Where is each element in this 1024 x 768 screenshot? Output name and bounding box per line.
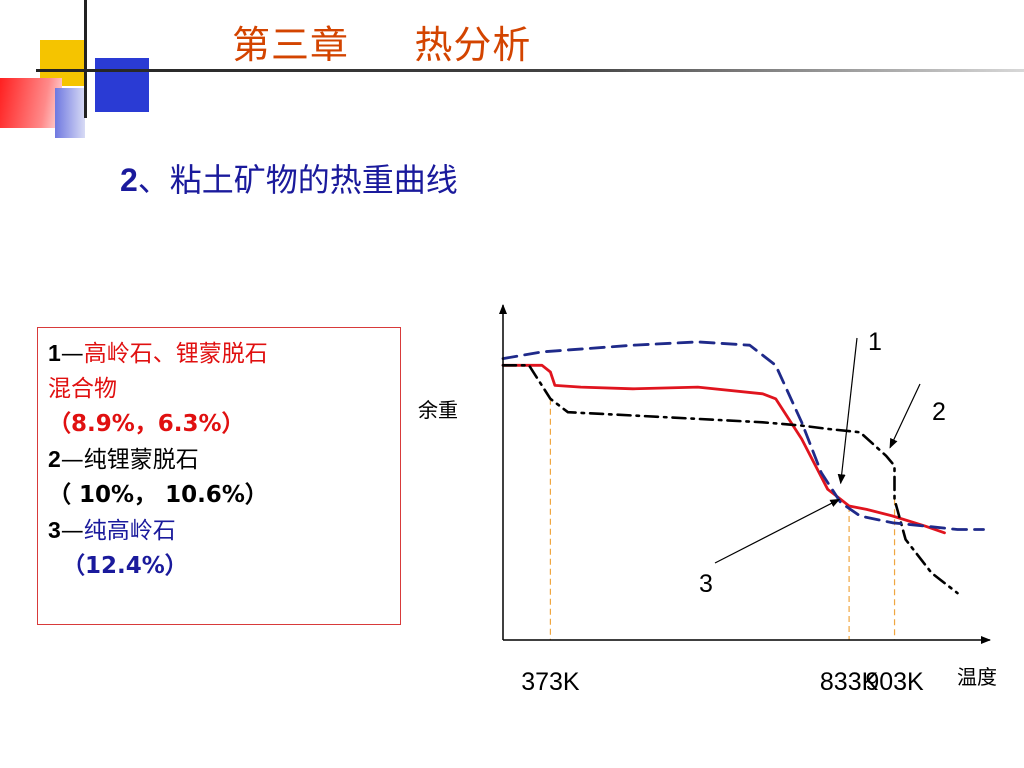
decor-blue-square bbox=[95, 58, 149, 112]
guide-lines bbox=[549, 398, 896, 640]
legend-number: 2 bbox=[48, 446, 61, 472]
legend-name-continued: 混合物 bbox=[48, 376, 117, 402]
legend-item-2: 2—纯锂蒙脱石 bbox=[48, 442, 400, 478]
legend-name: 高岭石、锂蒙脱石 bbox=[83, 341, 268, 367]
slide-title: 第三章 热分析 bbox=[232, 23, 532, 67]
series-2-line bbox=[501, 363, 959, 595]
series-1-line bbox=[501, 363, 946, 535]
legend-item-3: 3—纯高岭石 bbox=[48, 513, 400, 549]
section-title: 、粘土矿物的热重曲线 bbox=[137, 161, 458, 199]
decor-red-square bbox=[0, 78, 62, 128]
legend-values: （12.4%） bbox=[62, 553, 188, 579]
annotation-arrow bbox=[889, 383, 921, 449]
legend-box: 1—高岭石、锂蒙脱石 混合物 （8.9%，6.3%） 2—纯锂蒙脱石 （ 10%… bbox=[37, 327, 401, 625]
axes bbox=[499, 304, 991, 644]
legend-name: 纯高岭石 bbox=[83, 518, 176, 544]
decor-horizontal-line bbox=[36, 69, 1024, 72]
y-axis-label: 余重 bbox=[418, 398, 458, 422]
legend-values: （ 10%， 10.6%） bbox=[48, 482, 268, 508]
section-number: 2 bbox=[120, 162, 138, 198]
x-tick-label: 373K bbox=[521, 668, 580, 696]
decor-lavender-square bbox=[55, 88, 85, 138]
legend-dash: — bbox=[60, 518, 84, 544]
annotation-label: 1 bbox=[868, 328, 882, 356]
legend-values: （8.9%，6.3%） bbox=[48, 411, 245, 437]
legend-number: 3 bbox=[48, 517, 61, 543]
series-group bbox=[501, 340, 985, 595]
legend-name: 纯锂蒙脱石 bbox=[83, 447, 199, 473]
annotation-label: 2 bbox=[932, 398, 946, 426]
annotation-label: 3 bbox=[699, 570, 713, 598]
x-tick-label: 833K bbox=[820, 668, 879, 696]
x-tick-label: 903K bbox=[865, 668, 924, 696]
x-axis-label: 温度 bbox=[957, 665, 997, 689]
legend-number: 1 bbox=[48, 340, 61, 366]
annotations: 1 2 3 bbox=[699, 328, 946, 598]
series-3-line bbox=[501, 340, 985, 531]
legend-dash: — bbox=[60, 447, 84, 473]
annotation-arrow bbox=[837, 337, 858, 485]
legend-dash: — bbox=[60, 341, 84, 367]
section-heading: 2、粘土矿物的热重曲线 bbox=[120, 155, 458, 201]
legend-item-1: 1—高岭石、锂蒙脱石 bbox=[48, 336, 400, 372]
decor-vertical-line bbox=[84, 0, 87, 118]
annotation-arrow bbox=[714, 498, 841, 564]
